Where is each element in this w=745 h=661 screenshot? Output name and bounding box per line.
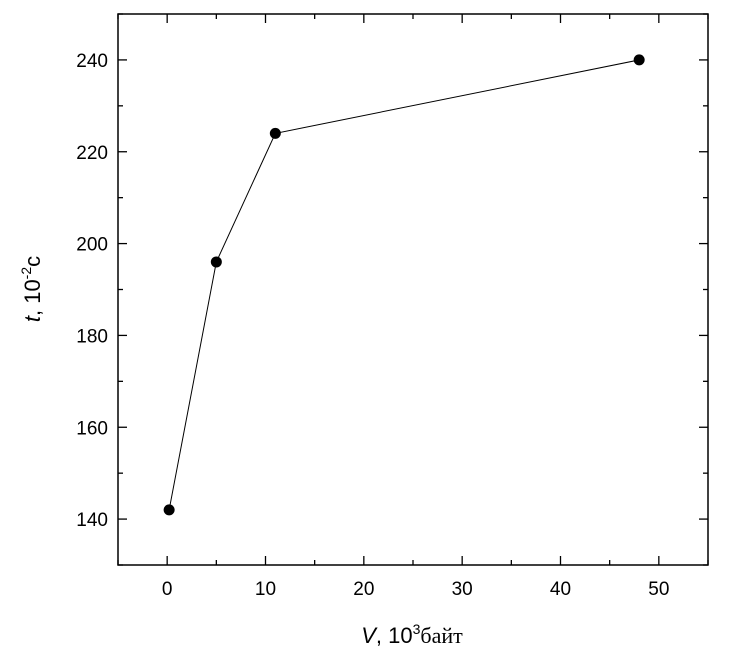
y-tick-label: 180 xyxy=(76,326,108,347)
data-series xyxy=(163,54,645,516)
x-tick-label: 10 xyxy=(255,579,276,600)
plot-area xyxy=(117,13,709,566)
data-point xyxy=(163,504,175,516)
y-axis-label: t, 10-2c xyxy=(18,256,45,322)
y-tick-label: 160 xyxy=(76,418,108,439)
x-tick-label: 50 xyxy=(648,579,669,600)
series-line xyxy=(168,59,640,510)
tick-labels: 0 10 20 30 40 50 140 160 180 200 220 240 xyxy=(76,51,669,600)
y-tick-label: 140 xyxy=(76,510,108,531)
x-tick-label: 20 xyxy=(353,579,374,600)
data-point xyxy=(210,256,222,268)
plot-frame xyxy=(117,13,709,566)
x-axis-label: V, 103байт xyxy=(361,621,463,648)
y-tick-label: 240 xyxy=(76,51,108,72)
data-point xyxy=(633,54,645,66)
x-tick-label: 30 xyxy=(452,579,473,600)
y-tick-label: 200 xyxy=(76,235,108,256)
axis-ticks xyxy=(117,13,709,566)
y-tick-label: 220 xyxy=(76,143,108,164)
x-tick-label: 40 xyxy=(550,579,571,600)
data-point xyxy=(269,127,281,139)
x-tick-label: 0 xyxy=(162,579,173,600)
